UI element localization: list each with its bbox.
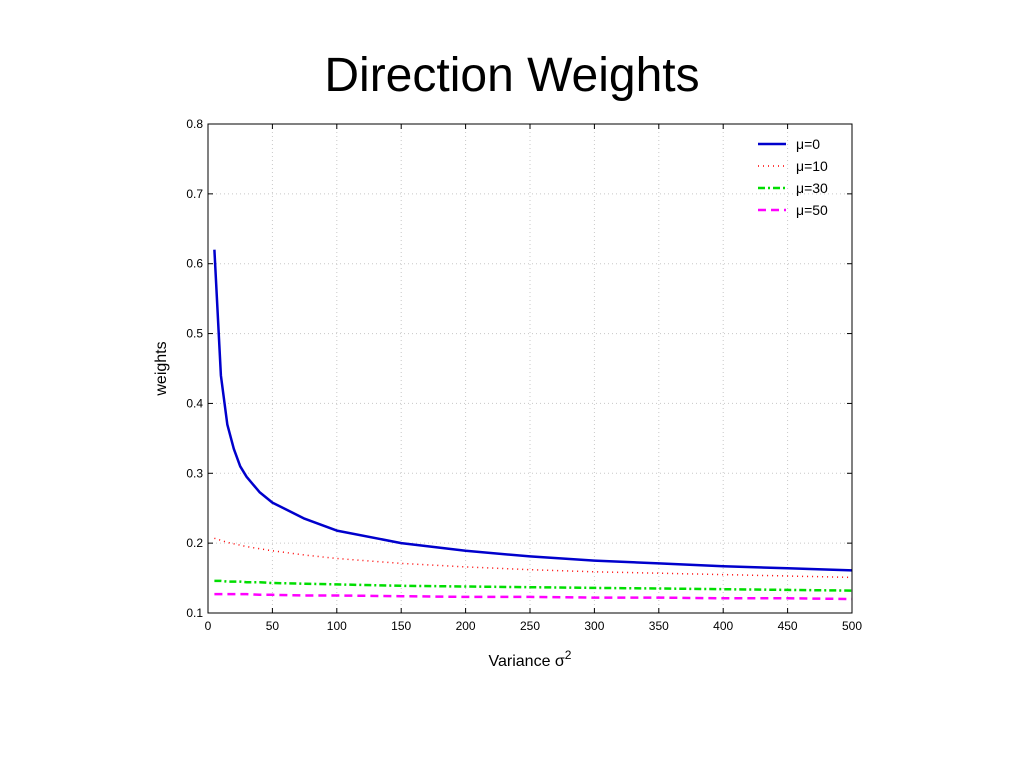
- x-tick-label: 100: [327, 619, 347, 633]
- x-tick-label: 0: [205, 619, 212, 633]
- y-tick-label: 0.7: [186, 187, 203, 201]
- x-axis-label-superscript: 2: [565, 648, 572, 662]
- series-line-1: [213, 249, 853, 572]
- x-axis-label-text: Variance σ: [489, 653, 565, 670]
- x-tick-label: 450: [778, 619, 798, 633]
- x-tick-label: 50: [266, 619, 280, 633]
- x-axis-label: Variance σ2: [489, 648, 572, 670]
- y-tick-label: 0.2: [186, 536, 203, 550]
- y-tick-label: 0.6: [186, 257, 203, 271]
- y-axis-label: weights: [153, 341, 170, 396]
- x-tick-label: 300: [584, 619, 604, 633]
- x-tick-label: 500: [842, 619, 862, 633]
- x-tick-label: 150: [391, 619, 411, 633]
- ticks: 0 50 100 150 200 250 300 350 400 450 500 0.1 0.2 0.3 0…: [186, 117, 862, 633]
- x-tick-label: 400: [713, 619, 733, 633]
- slide-title: Direction Weights: [324, 49, 700, 102]
- legend: μ=0 μ=10 μ=30 μ=50: [758, 136, 828, 218]
- x-tick-label: 250: [520, 619, 540, 633]
- legend-label-4: μ=50: [796, 202, 828, 218]
- y-tick-label: 0.3: [186, 466, 203, 480]
- grid: [208, 124, 852, 613]
- y-axis-label-text: weights: [153, 341, 170, 396]
- y-tick-label: 0.8: [186, 117, 203, 131]
- legend-label-2: μ=10: [796, 158, 828, 174]
- legend-label-3: μ=30: [796, 180, 828, 196]
- series-line-4: [214, 592, 853, 601]
- y-tick-label: 0.1: [186, 606, 203, 620]
- legend-label-1: μ=0: [796, 136, 820, 152]
- y-tick-label: 0.4: [186, 396, 203, 410]
- y-tick-label: 0.5: [186, 327, 203, 341]
- x-tick-label: 350: [649, 619, 669, 633]
- series-line-3: [214, 579, 853, 592]
- series-layer: [213, 249, 853, 601]
- x-tick-label: 200: [456, 619, 476, 633]
